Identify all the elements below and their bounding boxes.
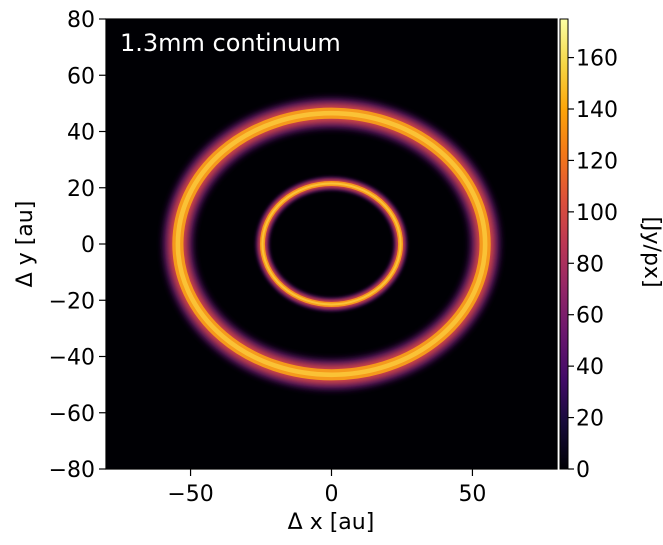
ring-peak [175,110,488,378]
ring-peak [261,182,402,306]
y-tick-label: 60 [67,64,95,89]
x-tick-label: 50 [458,482,486,507]
y-tick-label: −80 [49,458,95,483]
y-tick-label: −60 [49,402,95,427]
colorbar-tick-label: 100 [576,201,618,226]
y-axis-label: Δ y [au] [13,201,38,288]
x-tick-label: 0 [325,482,339,507]
colorbar-tick-label: 60 [576,304,604,329]
colorbar-tick-label: 80 [576,252,604,277]
x-axis-label: Δ x [au] [288,510,375,535]
colorbar-tick-label: 140 [576,98,618,123]
y-axis-ticks: −80 −60 −40 −20 0 20 40 60 80 [49,8,106,483]
y-tick-label: 80 [67,8,95,33]
colorbar-ticks: 0 20 40 60 80 100 120 140 160 [568,47,618,483]
colorbar-label: [Jy/px] [639,216,663,287]
y-tick-label: 20 [67,177,95,202]
ring-inner [255,176,408,312]
colorbar-tick-label: 160 [576,47,618,72]
y-tick-label: 40 [67,121,95,146]
colorbar-tick-label: 40 [576,355,604,380]
y-tick-label: −40 [49,346,95,371]
continuum-annotation: 1.3mm continuum [120,29,341,57]
rings-layer [162,97,501,391]
x-axis-ticks: −50 0 50 [167,469,486,507]
y-tick-label: 0 [81,233,95,258]
ring-outer [162,97,501,391]
colorbar-tick-label: 120 [576,149,618,174]
x-tick-label: −50 [167,482,213,507]
colorbar [559,18,569,470]
colorbar-tick-label: 20 [576,407,604,432]
y-tick-label: −20 [49,289,95,314]
colorbar-tick-label: 0 [576,458,590,483]
